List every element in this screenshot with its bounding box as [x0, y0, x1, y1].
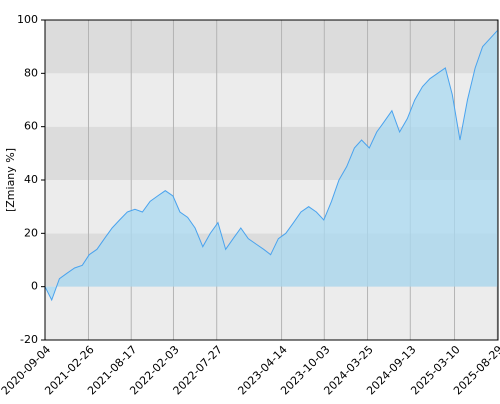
line [44, 30, 498, 302]
y-tick-label: -20 [20, 333, 38, 346]
y-tick-label: 80 [24, 66, 38, 79]
y-tick-label: 60 [24, 120, 38, 133]
y-axis-label: [Zmiany %] [4, 148, 17, 212]
band [45, 286, 498, 340]
y-tick-label: 100 [17, 13, 38, 26]
plot-frame [44, 19, 499, 341]
y-tick-label: 40 [24, 173, 38, 186]
area [45, 30, 498, 301]
y-tick-label: 20 [24, 226, 38, 239]
band [45, 20, 498, 74]
y-tick-label: 0 [31, 280, 38, 293]
